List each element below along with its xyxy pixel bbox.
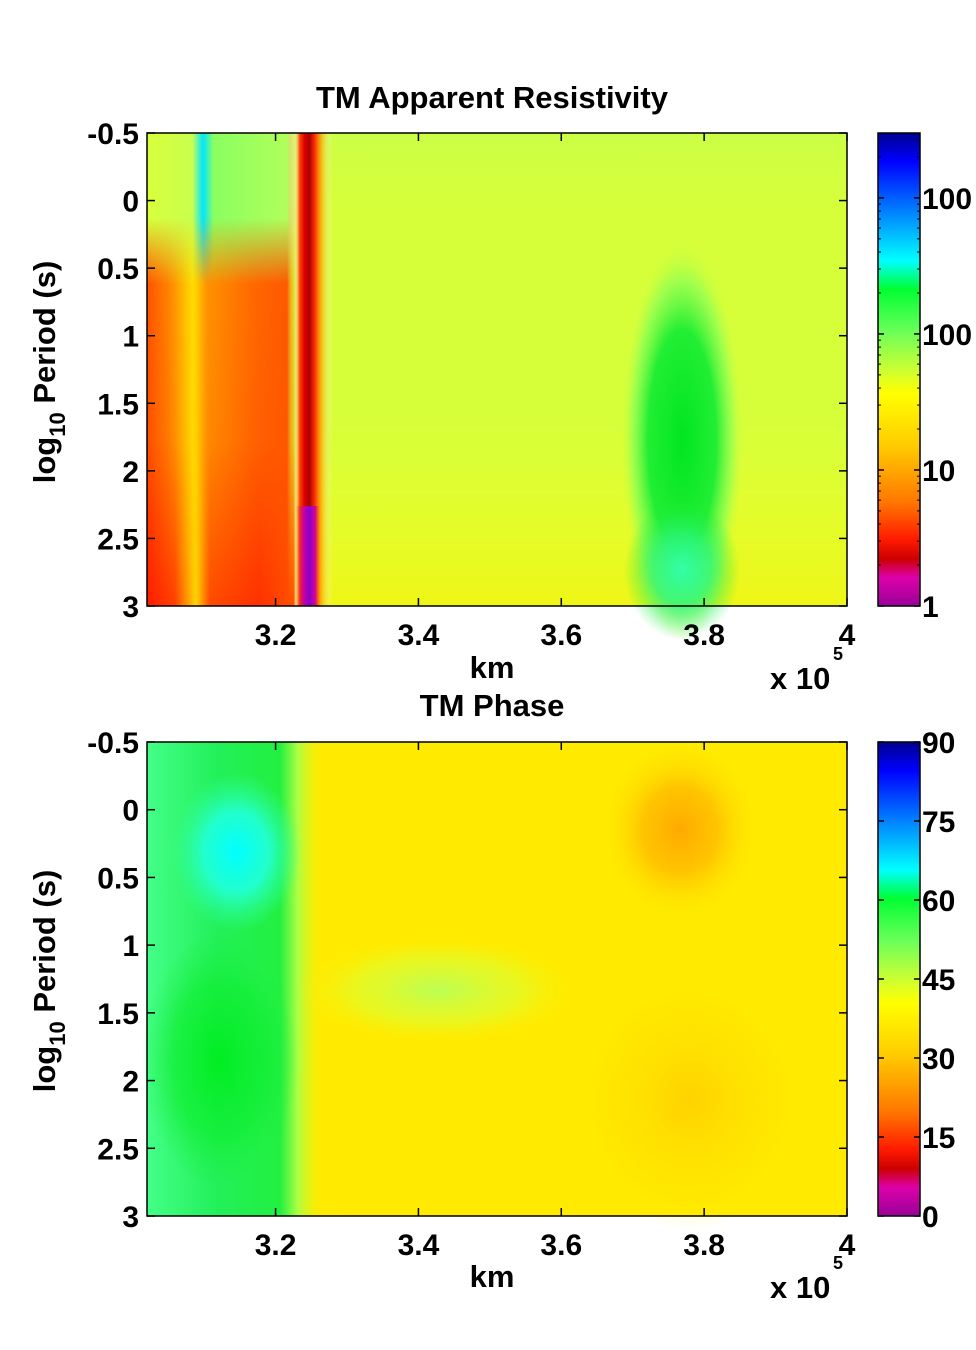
colorbar-tick-label: 60 [922, 885, 955, 918]
heatmap-field [147, 133, 847, 640]
x-tick-label: 3.2 [255, 619, 297, 652]
plot-area [146, 132, 848, 607]
x-tick-label: 3.6 [540, 619, 582, 652]
x-tick-label: 3.8 [683, 1229, 725, 1262]
chart-title: TM Phase [420, 688, 565, 723]
colorbar-tick-label: 1 [922, 591, 939, 624]
heatmap-resistive-body-deep [624, 500, 740, 640]
y-tick-label: -0.5 [87, 727, 139, 760]
x-tick-label: 3.8 [683, 619, 725, 652]
svg-text:5: 5 [833, 644, 843, 664]
heatmap-low-phase-body [605, 745, 755, 915]
axes: 3.2 3.4 3.6 3.8 4 -0.5 0 0.5 1 1.5 2 2.5 3 [87, 727, 855, 1262]
heatmap-conductor-deep [296, 506, 320, 606]
colorbar-tick-label: 75 [922, 806, 955, 839]
x-tick-label: 4 [839, 619, 856, 652]
svg-text:log10 Period (s): log10 Period (s) [27, 261, 70, 484]
y-tick-label: 2.5 [97, 523, 139, 556]
x-axis-multiplier: x 10 5 [770, 1253, 843, 1305]
x-tick-label: 3.4 [398, 1229, 440, 1262]
x-tick-label: 3.6 [540, 1229, 582, 1262]
y-axis-label: log10 Period (s) [27, 261, 70, 484]
y-tick-label: 0 [122, 186, 139, 219]
heatmap-deep-green-body [142, 930, 298, 1190]
y-tick-label: 2 [122, 1066, 139, 1099]
plot-area [146, 741, 848, 1217]
svg-text:x 10: x 10 [770, 661, 830, 696]
heatmap-conductor-band [147, 133, 847, 606]
colorbar [878, 133, 920, 606]
y-axis-label: log10 Period (s) [27, 870, 70, 1093]
y-tick-label: -0.5 [87, 118, 139, 151]
y-tick-label: 0.5 [97, 253, 139, 286]
x-tick-label: 3.4 [398, 619, 440, 652]
axes: 3.2 3.4 3.6 3.8 4 -0.5 0 0.5 1 1.5 2 2.5 3 [87, 118, 855, 652]
y-tick-label: 2 [122, 456, 139, 489]
heatmap-mid-body [298, 935, 578, 1045]
colorbar-tick-label: 30 [922, 1043, 955, 1076]
y-tick-label: 1.5 [97, 998, 139, 1031]
colorbar-tick-label: 15 [922, 1122, 955, 1155]
chart-title: TM Apparent Resistivity [316, 80, 669, 115]
colorbar-tick-label: 90 [922, 727, 955, 760]
phase-panel: TM Phase 3.2 3.4 3.6 3.8 4-0.500.511.522.53 … [27, 688, 955, 1305]
heatmap-cyan-body [171, 772, 301, 932]
y-tick-label: 3 [122, 591, 139, 624]
colorbar [878, 742, 920, 1216]
svg-text:log10 Period (s): log10 Period (s) [27, 870, 70, 1093]
svg-text:5: 5 [833, 1253, 843, 1273]
x-axis-label: km [470, 1259, 515, 1294]
colorbar-tick-label: 45 [922, 964, 955, 997]
x-axis-label: km [470, 650, 515, 685]
colorbar-tick-label: 10 [922, 455, 955, 488]
heatmap-field [142, 742, 847, 1230]
colorbar-axis: 1 10 100 100 [878, 132, 972, 624]
y-tick-label: 0.5 [97, 862, 139, 895]
svg-text:x 10: x 10 [770, 1270, 830, 1305]
y-tick-label: 3 [122, 1201, 139, 1234]
colorbar-axis: 0 15 30 45 60 75 90 [878, 727, 955, 1234]
x-axis-multiplier: x 10 5 [770, 644, 843, 696]
y-tick-label: 2.5 [97, 1133, 139, 1166]
y-tick-label: 0 [122, 795, 139, 828]
colorbar-tick-label: 100 [922, 183, 972, 216]
colorbar-tick-label: 100 [922, 319, 972, 352]
y-tick-label: 1 [122, 930, 139, 963]
y-tick-label: 1 [122, 321, 139, 354]
y-tick-label: 1.5 [97, 388, 139, 421]
x-tick-label: 4 [839, 1229, 856, 1262]
colorbar-frame [877, 132, 921, 607]
colorbar-tick-label: 0 [922, 1201, 939, 1234]
resistivity-panel: TM Apparent Resistivity 3.2 3.4 3.6 3.8 4 -0.… [27, 80, 972, 696]
x-tick-label: 3.2 [255, 1229, 297, 1262]
heatmap-lower-right-body [570, 970, 810, 1230]
